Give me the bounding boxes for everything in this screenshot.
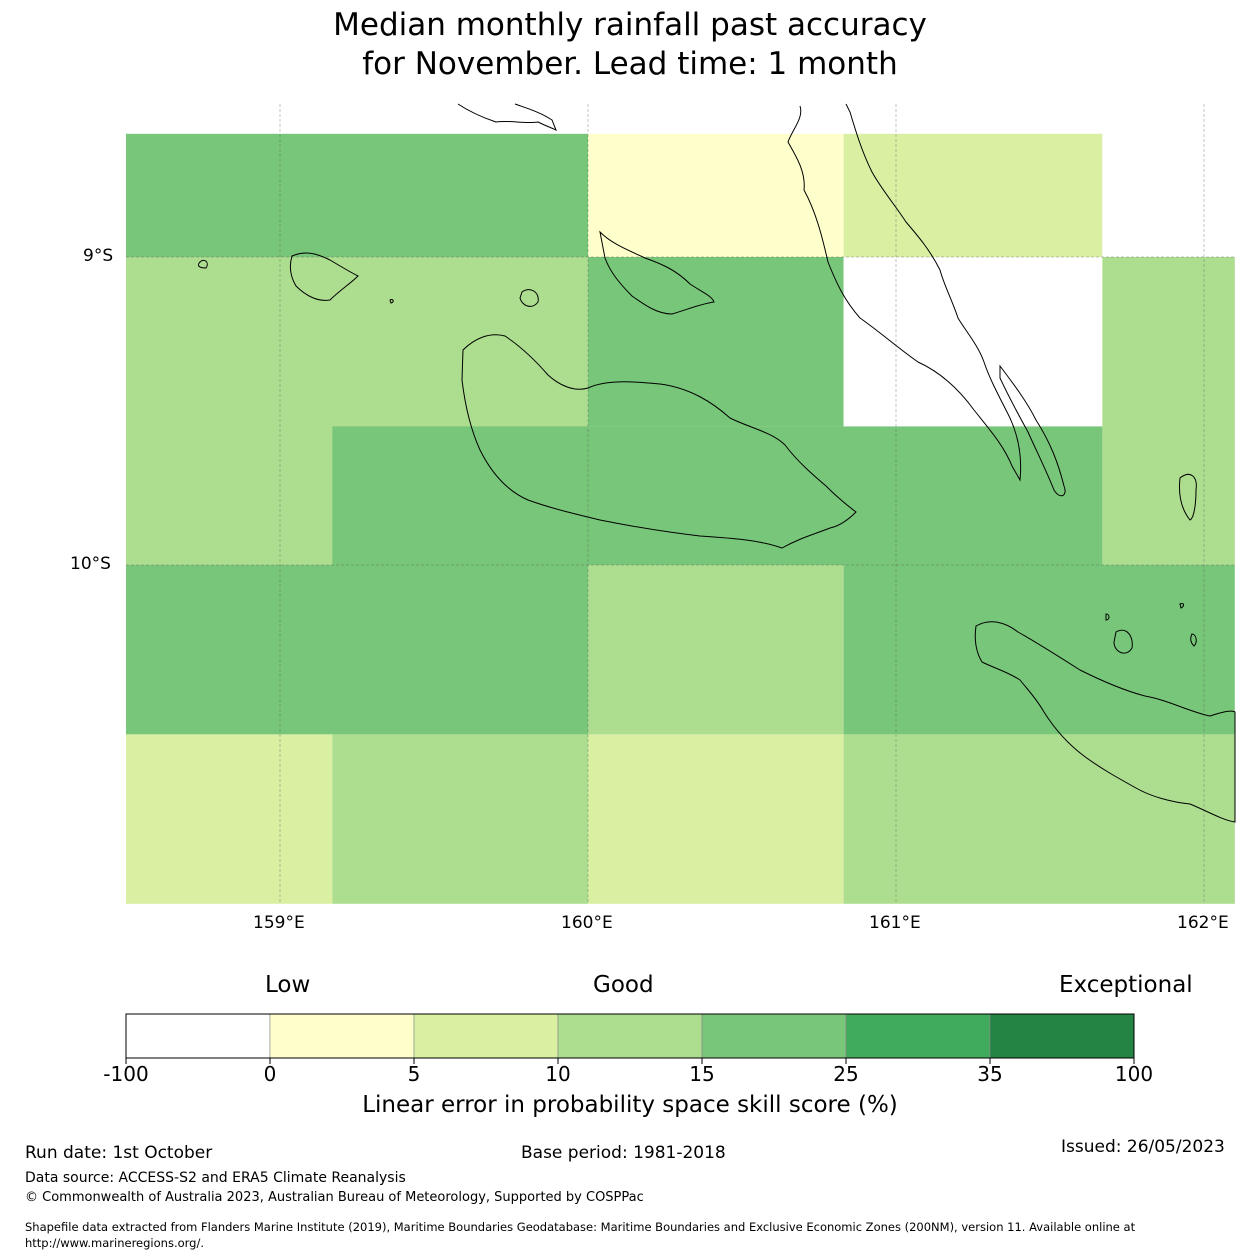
colorbar-ticks	[125, 1058, 1135, 1064]
title-line-1: Median monthly rainfall past accuracy	[333, 7, 927, 43]
colorbar-tick: 10	[545, 1062, 571, 1086]
lon-label-160e: 160°E	[561, 913, 613, 933]
category-exceptional: Exceptional	[1059, 972, 1193, 998]
copyright: © Commonwealth of Australia 2023, Austra…	[25, 1190, 644, 1205]
colorbar-tick: 15	[689, 1062, 715, 1086]
base-period: Base period: 1981-2018	[521, 1143, 726, 1163]
skill-cell	[126, 734, 333, 904]
coast-small-3	[389, 298, 394, 304]
skill-cell	[588, 734, 844, 904]
coast-nggela	[599, 230, 715, 315]
skill-cell	[1102, 257, 1235, 565]
lat-label-10s: 10°S	[70, 554, 111, 574]
coast-rennell	[1179, 474, 1197, 521]
coastlines	[197, 103, 1236, 823]
colorbar-bin	[413, 1013, 559, 1059]
colorbar-bin	[125, 1013, 271, 1059]
colorbar-bin	[701, 1013, 847, 1059]
coast-makira	[974, 621, 1236, 823]
colorbar-title: Linear error in probability space skill …	[362, 1092, 898, 1118]
colorbar-bins	[125, 1013, 1135, 1059]
skill-cell	[126, 565, 588, 735]
category-good: Good	[593, 972, 654, 998]
shapefile-credit-2: http://www.marineregions.org/.	[25, 1236, 204, 1250]
skill-cell	[1102, 133, 1235, 257]
map-title: Median monthly rainfall past accuracy fo…	[0, 6, 1260, 84]
skill-cell	[843, 133, 1103, 257]
shapefile-credit-1: Shapefile data extracted from Flanders M…	[25, 1220, 1136, 1234]
coast-maramasike	[999, 364, 1066, 497]
category-low: Low	[265, 972, 311, 998]
colorbar-tick: -100	[103, 1062, 149, 1086]
run-date: Run date: 1st October	[25, 1143, 213, 1163]
colorbar-bin	[989, 1013, 1135, 1059]
data-source: Data source: ACCESS-S2 and ERA5 Climate …	[25, 1170, 406, 1186]
title-line-2: for November. Lead time: 1 month	[362, 46, 898, 82]
colorbar-tick: 35	[977, 1062, 1003, 1086]
coast-small-2	[519, 289, 539, 307]
colorbar-frame	[125, 1013, 1135, 1059]
skill-cell	[588, 257, 844, 427]
lat-label-9s: 9°S	[83, 246, 114, 266]
coast-small-5	[1179, 603, 1184, 609]
skill-cell	[332, 426, 1103, 565]
lon-label-159e: 159°E	[253, 913, 305, 933]
lon-label-162e: 162°E	[1177, 913, 1229, 933]
colorbar-bin	[269, 1013, 415, 1059]
skill-cell	[843, 565, 1235, 735]
issued-date: Issued: 26/05/2023	[1061, 1137, 1225, 1157]
gridlines	[126, 104, 1235, 904]
coast-small-6	[1190, 633, 1197, 647]
lon-label-161e: 161°E	[869, 913, 921, 933]
skill-cell	[843, 734, 1235, 904]
skill-cell	[332, 734, 588, 904]
colorbar-bin	[557, 1013, 703, 1059]
coast-small-1	[197, 259, 208, 269]
coast-top-1	[457, 103, 557, 132]
colorbar-tick: 100	[1114, 1062, 1154, 1086]
colorbar-bin	[845, 1013, 991, 1059]
coast-russell	[289, 252, 359, 301]
coast-small-4	[1105, 613, 1110, 621]
colorbar-tick: 25	[833, 1062, 859, 1086]
skill-cell	[588, 565, 844, 735]
coast-malaita	[787, 103, 1022, 482]
coast-guadalcanal	[461, 334, 857, 549]
skill-cell	[588, 133, 844, 257]
colorbar-tick: 0	[263, 1062, 277, 1086]
skill-cells	[126, 133, 1235, 904]
colorbar-tick: 5	[407, 1062, 421, 1086]
skill-cell	[126, 133, 588, 257]
coast-ugi	[1113, 629, 1133, 654]
